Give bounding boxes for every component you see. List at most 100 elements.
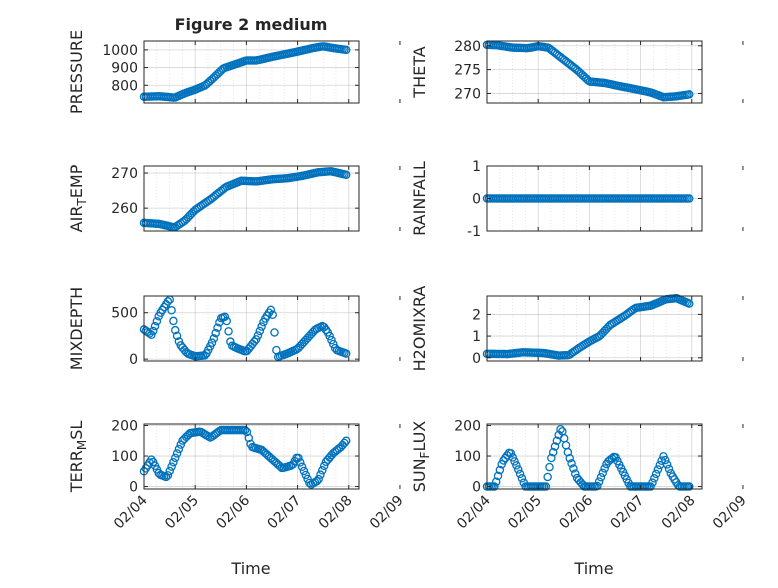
- axes-box: [486, 40, 703, 104]
- axes-box: [143, 40, 360, 104]
- data-point: [314, 474, 323, 484]
- data-point: [547, 453, 556, 463]
- subplot-mixdepth: 0 500 MIXDEPTH: [67, 287, 401, 370]
- y-tick-label: 500: [111, 306, 138, 322]
- series-points: [482, 194, 694, 203]
- data-point: [552, 436, 562, 445]
- data-point: [684, 482, 694, 491]
- data-point: [299, 466, 309, 476]
- data-point: [661, 455, 670, 465]
- data-point: [176, 440, 186, 449]
- series-points: [482, 424, 694, 491]
- data-point: [600, 464, 609, 473]
- y-tick-label: 0: [472, 351, 481, 367]
- data-point: [684, 194, 694, 203]
- data-point: [653, 465, 663, 474]
- y-axis-label: PRESSURE: [67, 30, 86, 114]
- data-point: [541, 482, 551, 491]
- y-tick-label: 200: [454, 419, 481, 435]
- data-point: [152, 316, 162, 326]
- data-point: [150, 321, 160, 331]
- y-axis-label: MIXDEPTH: [67, 287, 86, 370]
- data-point: [172, 449, 182, 458]
- data-point: [598, 468, 608, 478]
- data-point: [257, 322, 266, 331]
- data-point: [167, 462, 176, 471]
- series-points: [139, 167, 351, 232]
- y-tick-label: 1000: [102, 43, 138, 59]
- data-point: [161, 472, 171, 482]
- data-point: [170, 325, 180, 335]
- data-point: [297, 462, 307, 472]
- data-point: [266, 305, 276, 315]
- y-tick-label: 0: [129, 480, 138, 496]
- data-point: [163, 297, 173, 306]
- grid: [143, 166, 359, 231]
- y-tick-label: 900: [111, 61, 138, 77]
- data-point: [270, 328, 279, 337]
- grid: [143, 424, 359, 489]
- data-point: [506, 449, 516, 458]
- data-point: [242, 427, 252, 437]
- data-point: [165, 466, 174, 476]
- data-point: [648, 478, 657, 487]
- data-point: [244, 433, 254, 443]
- subplot-theta: 270 275 280 THETA: [410, 39, 744, 104]
- y-tick-label: 275: [454, 63, 481, 79]
- y-tick-label: 270: [111, 166, 138, 182]
- data-point: [240, 425, 250, 435]
- y-axis-label: SUNFLUX: [410, 421, 432, 493]
- data-point: [301, 470, 311, 480]
- data-point: [253, 331, 263, 340]
- x-axis-label-right: Time: [573, 559, 613, 578]
- y-tick-label: -1: [467, 224, 481, 240]
- data-point: [163, 471, 173, 480]
- data-point: [224, 327, 233, 336]
- y-tick-label: 100: [111, 449, 138, 465]
- y-tick-label: 260: [111, 201, 138, 217]
- data-point: [316, 470, 325, 479]
- series-points: [139, 295, 351, 362]
- data-point: [515, 469, 525, 479]
- y-tick-label: 280: [454, 39, 481, 55]
- data-point: [513, 465, 523, 474]
- data-point: [569, 464, 578, 473]
- data-point: [510, 457, 519, 466]
- y-tick-label: 100: [454, 449, 481, 465]
- data-point: [543, 472, 552, 482]
- data-point: [319, 461, 329, 471]
- y-tick-label: 200: [111, 419, 138, 435]
- data-point: [650, 474, 659, 483]
- data-point: [567, 459, 576, 468]
- data-point: [268, 310, 277, 320]
- data-point: [508, 453, 517, 462]
- series-points: [482, 293, 694, 360]
- axes-box: [143, 165, 360, 232]
- data-point: [340, 438, 349, 448]
- data-point: [167, 306, 176, 315]
- data-point: [594, 477, 604, 486]
- data-point: [662, 460, 672, 469]
- y-tick-label: 2: [472, 307, 481, 323]
- data-point: [341, 349, 351, 358]
- data-point: [312, 476, 322, 486]
- y-axis-label: THETA: [410, 46, 429, 98]
- y-tick-label: 270: [454, 86, 481, 102]
- y-axis-label: AIRTEMP: [67, 164, 89, 232]
- data-point: [204, 432, 213, 441]
- data-point: [512, 461, 521, 470]
- data-point: [318, 466, 327, 475]
- data-point: [593, 481, 602, 491]
- y-tick-label: 1: [472, 329, 481, 345]
- data-point: [548, 447, 558, 457]
- data-point: [651, 469, 661, 479]
- data-point: [556, 424, 565, 434]
- data-point: [545, 462, 554, 472]
- data-point: [213, 323, 222, 332]
- data-point: [341, 170, 351, 180]
- data-point: [170, 453, 180, 463]
- y-tick-label: 0: [129, 352, 138, 368]
- y-tick-label: 800: [111, 78, 138, 94]
